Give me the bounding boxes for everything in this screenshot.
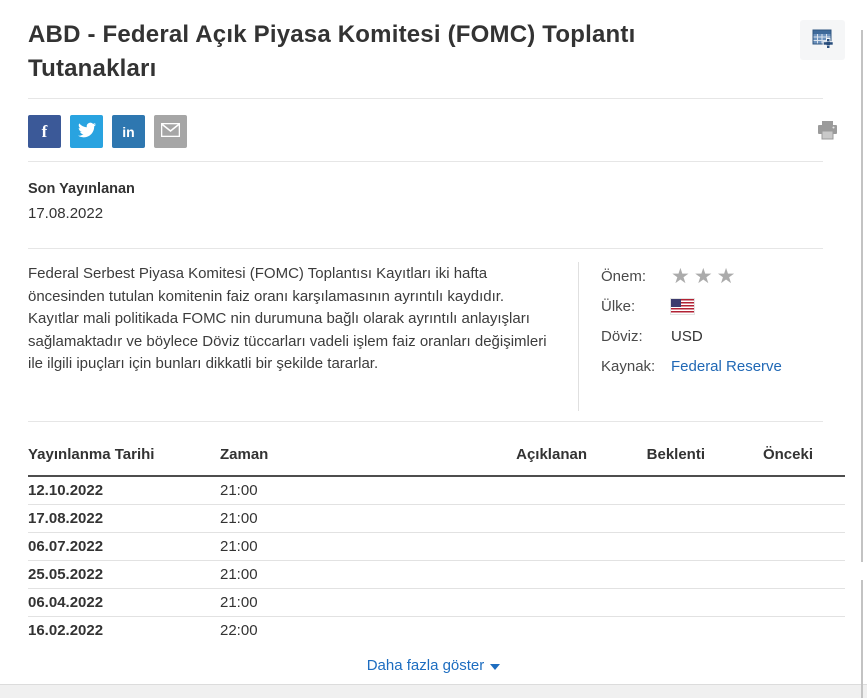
release-actual [418,503,587,532]
release-date: 06.07.2022 [28,531,220,560]
release-actual [418,476,587,504]
release-forecast [587,476,705,504]
source-row: Kaynak: Federal Reserve [601,355,845,378]
header-forecast: Beklenti [587,440,705,477]
importance-stars-icon: ★★★ [671,264,740,288]
currency-row: Döviz: USD [601,325,845,348]
release-time: 21:00 [220,531,418,560]
divider [28,161,823,162]
table-row[interactable]: 06.04.2022 21:00 [28,587,845,616]
table-row[interactable]: 12.10.2022 21:00 [28,476,845,504]
envelope-icon [160,122,181,141]
share-bar: f in [28,115,845,148]
release-forecast [587,503,705,532]
release-forecast [587,615,705,644]
last-released-date: 17.08.2022 [28,205,104,222]
show-more-label: Daha fazla göster [366,657,485,674]
release-previous [705,531,845,560]
release-actual [418,615,587,644]
event-details: Federal Serbest Piyasa Komitesi (FOMC) T… [28,249,845,411]
last-released-section: Son Yayınlanan 17.08.2022 [28,181,845,222]
calendar-add-icon [811,28,835,53]
release-actual [418,559,587,588]
print-button[interactable] [817,121,838,143]
scrollbar[interactable] [861,30,863,562]
release-time: 22:00 [220,615,418,644]
table-row[interactable]: 16.02.2022 22:00 [28,615,845,644]
twitter-bird-icon [77,121,96,143]
share-twitter-button[interactable] [70,115,103,148]
event-page: ABD - Federal Açık Piyasa Komitesi (FOMC… [28,0,845,422]
show-more-button[interactable]: Daha fazla göster [367,657,501,674]
release-date: 06.04.2022 [28,587,220,616]
release-time: 21:00 [220,559,418,588]
linkedin-icon: in [122,123,135,140]
release-forecast [587,531,705,560]
release-time: 21:00 [220,481,258,499]
release-actual [418,531,587,560]
release-forecast [587,587,705,616]
importance-label: Önem: [601,268,647,285]
release-date: 12.10.2022 [28,481,104,499]
country-row: Ülke: [601,295,845,318]
release-previous [705,615,845,644]
source-link[interactable]: Federal Reserve [671,358,782,375]
facebook-icon: f [41,121,48,141]
table-row[interactable]: 17.08.2022 21:00 [28,503,845,532]
share-email-button[interactable] [154,115,187,148]
currency-label: Döviz: [601,328,643,345]
releases-table: Yayınlanma Tarihi Zaman Açıklanan Beklen… [28,440,845,644]
page-title: ABD - Federal Açık Piyasa Komitesi (FOMC… [28,21,636,82]
next-section-band [0,684,867,698]
divider [28,421,823,422]
release-date: 25.05.2022 [28,559,220,588]
header-previous: Önceki [705,440,845,477]
table-row[interactable]: 06.07.2022 21:00 [28,531,845,560]
scrollbar[interactable] [861,580,863,698]
add-to-calendar-button[interactable] [800,20,845,60]
header: ABD - Federal Açık Piyasa Komitesi (FOMC… [28,0,845,86]
printer-icon [817,121,838,143]
us-flag-icon [670,298,695,315]
show-more-wrap: Daha fazla göster [0,657,867,679]
country-label: Ülke: [601,298,636,315]
event-description: Federal Serbest Piyasa Komitesi (FOMC) T… [28,265,547,372]
release-actual [418,587,587,616]
header-date: Yayınlanma Tarihi [28,440,220,477]
release-forecast [587,559,705,588]
last-released-label: Son Yayınlanan [28,181,135,197]
header-time: Zaman [220,440,418,477]
divider [28,98,823,99]
release-previous [705,503,845,532]
divider [28,248,823,249]
release-time: 21:00 [220,587,418,616]
table-row[interactable]: 25.05.2022 21:00 [28,559,845,588]
event-info-panel: Önem: ★★★ Ülke: Döviz: USD Kaynak: Feder… [578,262,845,411]
release-date: 16.02.2022 [28,615,220,644]
chevron-down-icon [490,663,501,670]
release-previous [705,587,845,616]
release-time: 21:00 [220,503,418,532]
header-actual: Açıklanan [418,440,587,477]
release-date: 17.08.2022 [28,503,220,532]
source-label: Kaynak: [601,358,656,375]
release-previous [705,476,845,504]
share-facebook-button[interactable]: f [28,115,61,148]
table-header-row: Yayınlanma Tarihi Zaman Açıklanan Beklen… [28,440,845,477]
currency-value: USD [671,328,703,345]
release-previous [705,559,845,588]
share-linkedin-button[interactable]: in [112,115,145,148]
importance-row: Önem: ★★★ [601,265,845,288]
